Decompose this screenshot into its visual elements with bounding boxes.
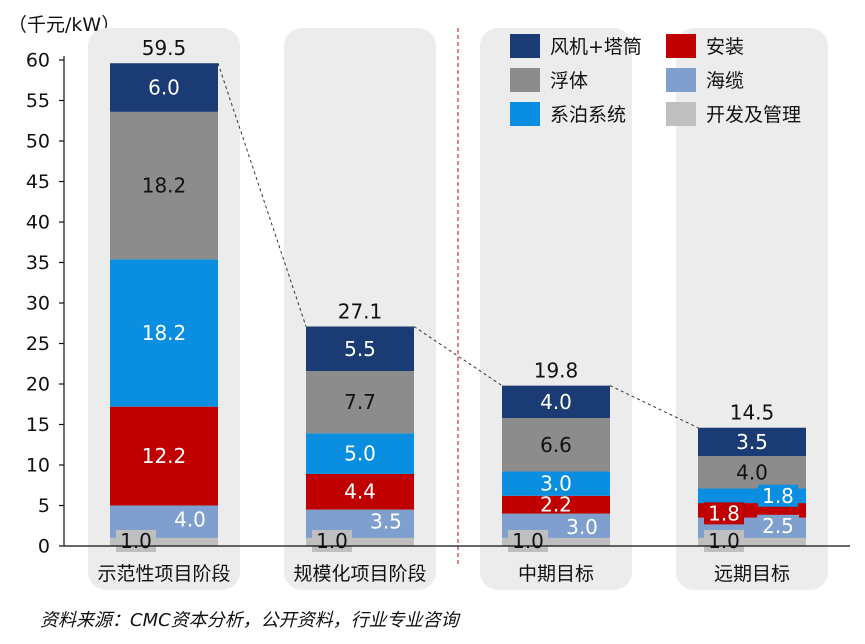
cost-stacked-bar-chart: 0 5 10 15 20 25 30 35 40 45 50 55 60 1.0 4.0 12.2 18.2 1…: [26, 28, 850, 590]
y-tick-label: 25: [26, 333, 50, 355]
legend-label: 浮体: [550, 70, 588, 92]
total-value-label: 19.8: [534, 359, 579, 383]
legend-label: 风机+塔筒: [550, 36, 642, 58]
legend-swatch: [666, 102, 696, 126]
total-connector-line: [217, 63, 307, 327]
legend-swatch: [510, 68, 540, 92]
y-tick-label: 40: [26, 212, 50, 234]
total-value-label: 27.1: [338, 299, 383, 323]
bar-segment: [306, 326, 414, 372]
segment-label-backing: [561, 515, 603, 538]
segment-value-label: 6.0: [148, 76, 180, 100]
legend-label: 系泊系统: [550, 104, 626, 126]
legend-label: 海缆: [706, 70, 744, 92]
legend-item: 海缆: [666, 68, 744, 92]
bar-segment: [306, 473, 414, 510]
bar-segment: [110, 111, 218, 260]
total-value-label: 14.5: [730, 401, 775, 425]
y-axis-unit-label: （千元/kW）: [8, 14, 121, 36]
y-tick-label: 45: [26, 171, 50, 193]
segment-value-label: 5.0: [344, 442, 376, 466]
segment-value-label: 3.0: [566, 515, 598, 539]
total-connector-lines: [217, 63, 699, 429]
segment-value-label: 1.0: [512, 529, 544, 553]
bar-segment: [306, 537, 414, 546]
y-tick-label: 30: [26, 293, 50, 315]
bar-segments: [110, 63, 806, 546]
x-category-label: 中期目标: [518, 563, 594, 585]
legend-item: 浮体: [510, 68, 588, 92]
segment-value-label: 4.4: [344, 480, 376, 504]
segment-value-label: 2.2: [540, 493, 572, 517]
segment-value-label: 1.0: [708, 529, 740, 553]
segment-value-label: 5.5: [344, 337, 376, 361]
total-value-labels: 59.5 27.1 19.8 14.5: [142, 36, 775, 425]
total-connector-line: [609, 385, 699, 429]
segment-value-label: 2.5: [762, 514, 794, 538]
bar-segment: [110, 63, 218, 112]
y-tick-label: 35: [26, 252, 50, 274]
legend-label: 安装: [706, 36, 744, 58]
segment-label-backing: [365, 510, 407, 533]
legend-swatch: [666, 34, 696, 58]
source-note: 资料来源：CMC资本分析，公开资料，行业专业咨询: [40, 610, 459, 631]
total-value-label: 59.5: [142, 36, 187, 60]
segment-value-label: 12.2: [142, 444, 187, 468]
segment-label-backing: [757, 514, 799, 537]
bar-segment: [110, 537, 218, 546]
segment-value-label: 4.0: [736, 460, 768, 484]
legend-item: 风机+塔筒: [510, 34, 642, 58]
bar-segment: [110, 259, 218, 407]
x-axis: 示范性项目阶段 规模化项目阶段 中期目标 远期目标: [64, 545, 850, 585]
bar-segment: [698, 427, 806, 457]
segment-label-backing: [169, 508, 211, 531]
bar-segment: [698, 456, 806, 489]
bar-segment: [306, 433, 414, 474]
x-category-label: 示范性项目阶段: [97, 563, 230, 585]
segment-value-label: 1.0: [120, 529, 152, 553]
legend-item: 安装: [666, 34, 744, 58]
segment-value-label: 6.6: [540, 433, 572, 457]
segment-value-label: 4.0: [540, 390, 572, 414]
bar-segment: [110, 406, 218, 506]
bar-segment: [502, 418, 610, 472]
legend-item: 开发及管理: [666, 102, 801, 126]
legend-label: 开发及管理: [706, 104, 801, 126]
segment-value-label: 18.2: [142, 174, 187, 198]
y-tick-label: 20: [26, 374, 50, 396]
bar-segment: [698, 537, 806, 546]
segment-label-backing: [758, 484, 798, 507]
segment-value-label: 1.8: [762, 484, 794, 508]
segment-label-backing: [704, 502, 744, 525]
segment-value-label: 1.8: [708, 501, 740, 525]
bar-segment: [306, 371, 414, 434]
segment-value-label: 7.7: [344, 390, 376, 414]
y-tick-label: 5: [38, 495, 50, 517]
bar-segment: [502, 537, 610, 546]
segment-value-label: 3.0: [540, 472, 572, 496]
y-tick-label: 10: [26, 455, 50, 477]
segment-value-label: 3.5: [370, 510, 402, 534]
bar-segment: [502, 495, 610, 514]
legend-swatch: [510, 34, 540, 58]
y-tick-label: 60: [26, 50, 50, 72]
bar-segment: [502, 471, 610, 496]
legend-item: 系泊系统: [510, 102, 626, 126]
legend-swatch: [666, 68, 696, 92]
y-tick-label: 15: [26, 414, 50, 436]
x-category-label: 远期目标: [714, 563, 790, 585]
segment-value-label: 4.0: [174, 508, 206, 532]
y-axis: 0 5 10 15 20 25 30 35 40 45 50 55 60: [26, 50, 65, 558]
y-tick-label: 0: [38, 536, 50, 558]
segment-value-label: 3.5: [736, 430, 768, 454]
legend-swatch: [510, 102, 540, 126]
bar-segment: [502, 385, 610, 419]
y-tick-label: 50: [26, 131, 50, 153]
segment-value-label: 1.0: [316, 529, 348, 553]
x-category-label: 规模化项目阶段: [293, 563, 426, 585]
y-tick-label: 55: [26, 90, 50, 112]
segment-value-label: 18.2: [142, 321, 187, 345]
